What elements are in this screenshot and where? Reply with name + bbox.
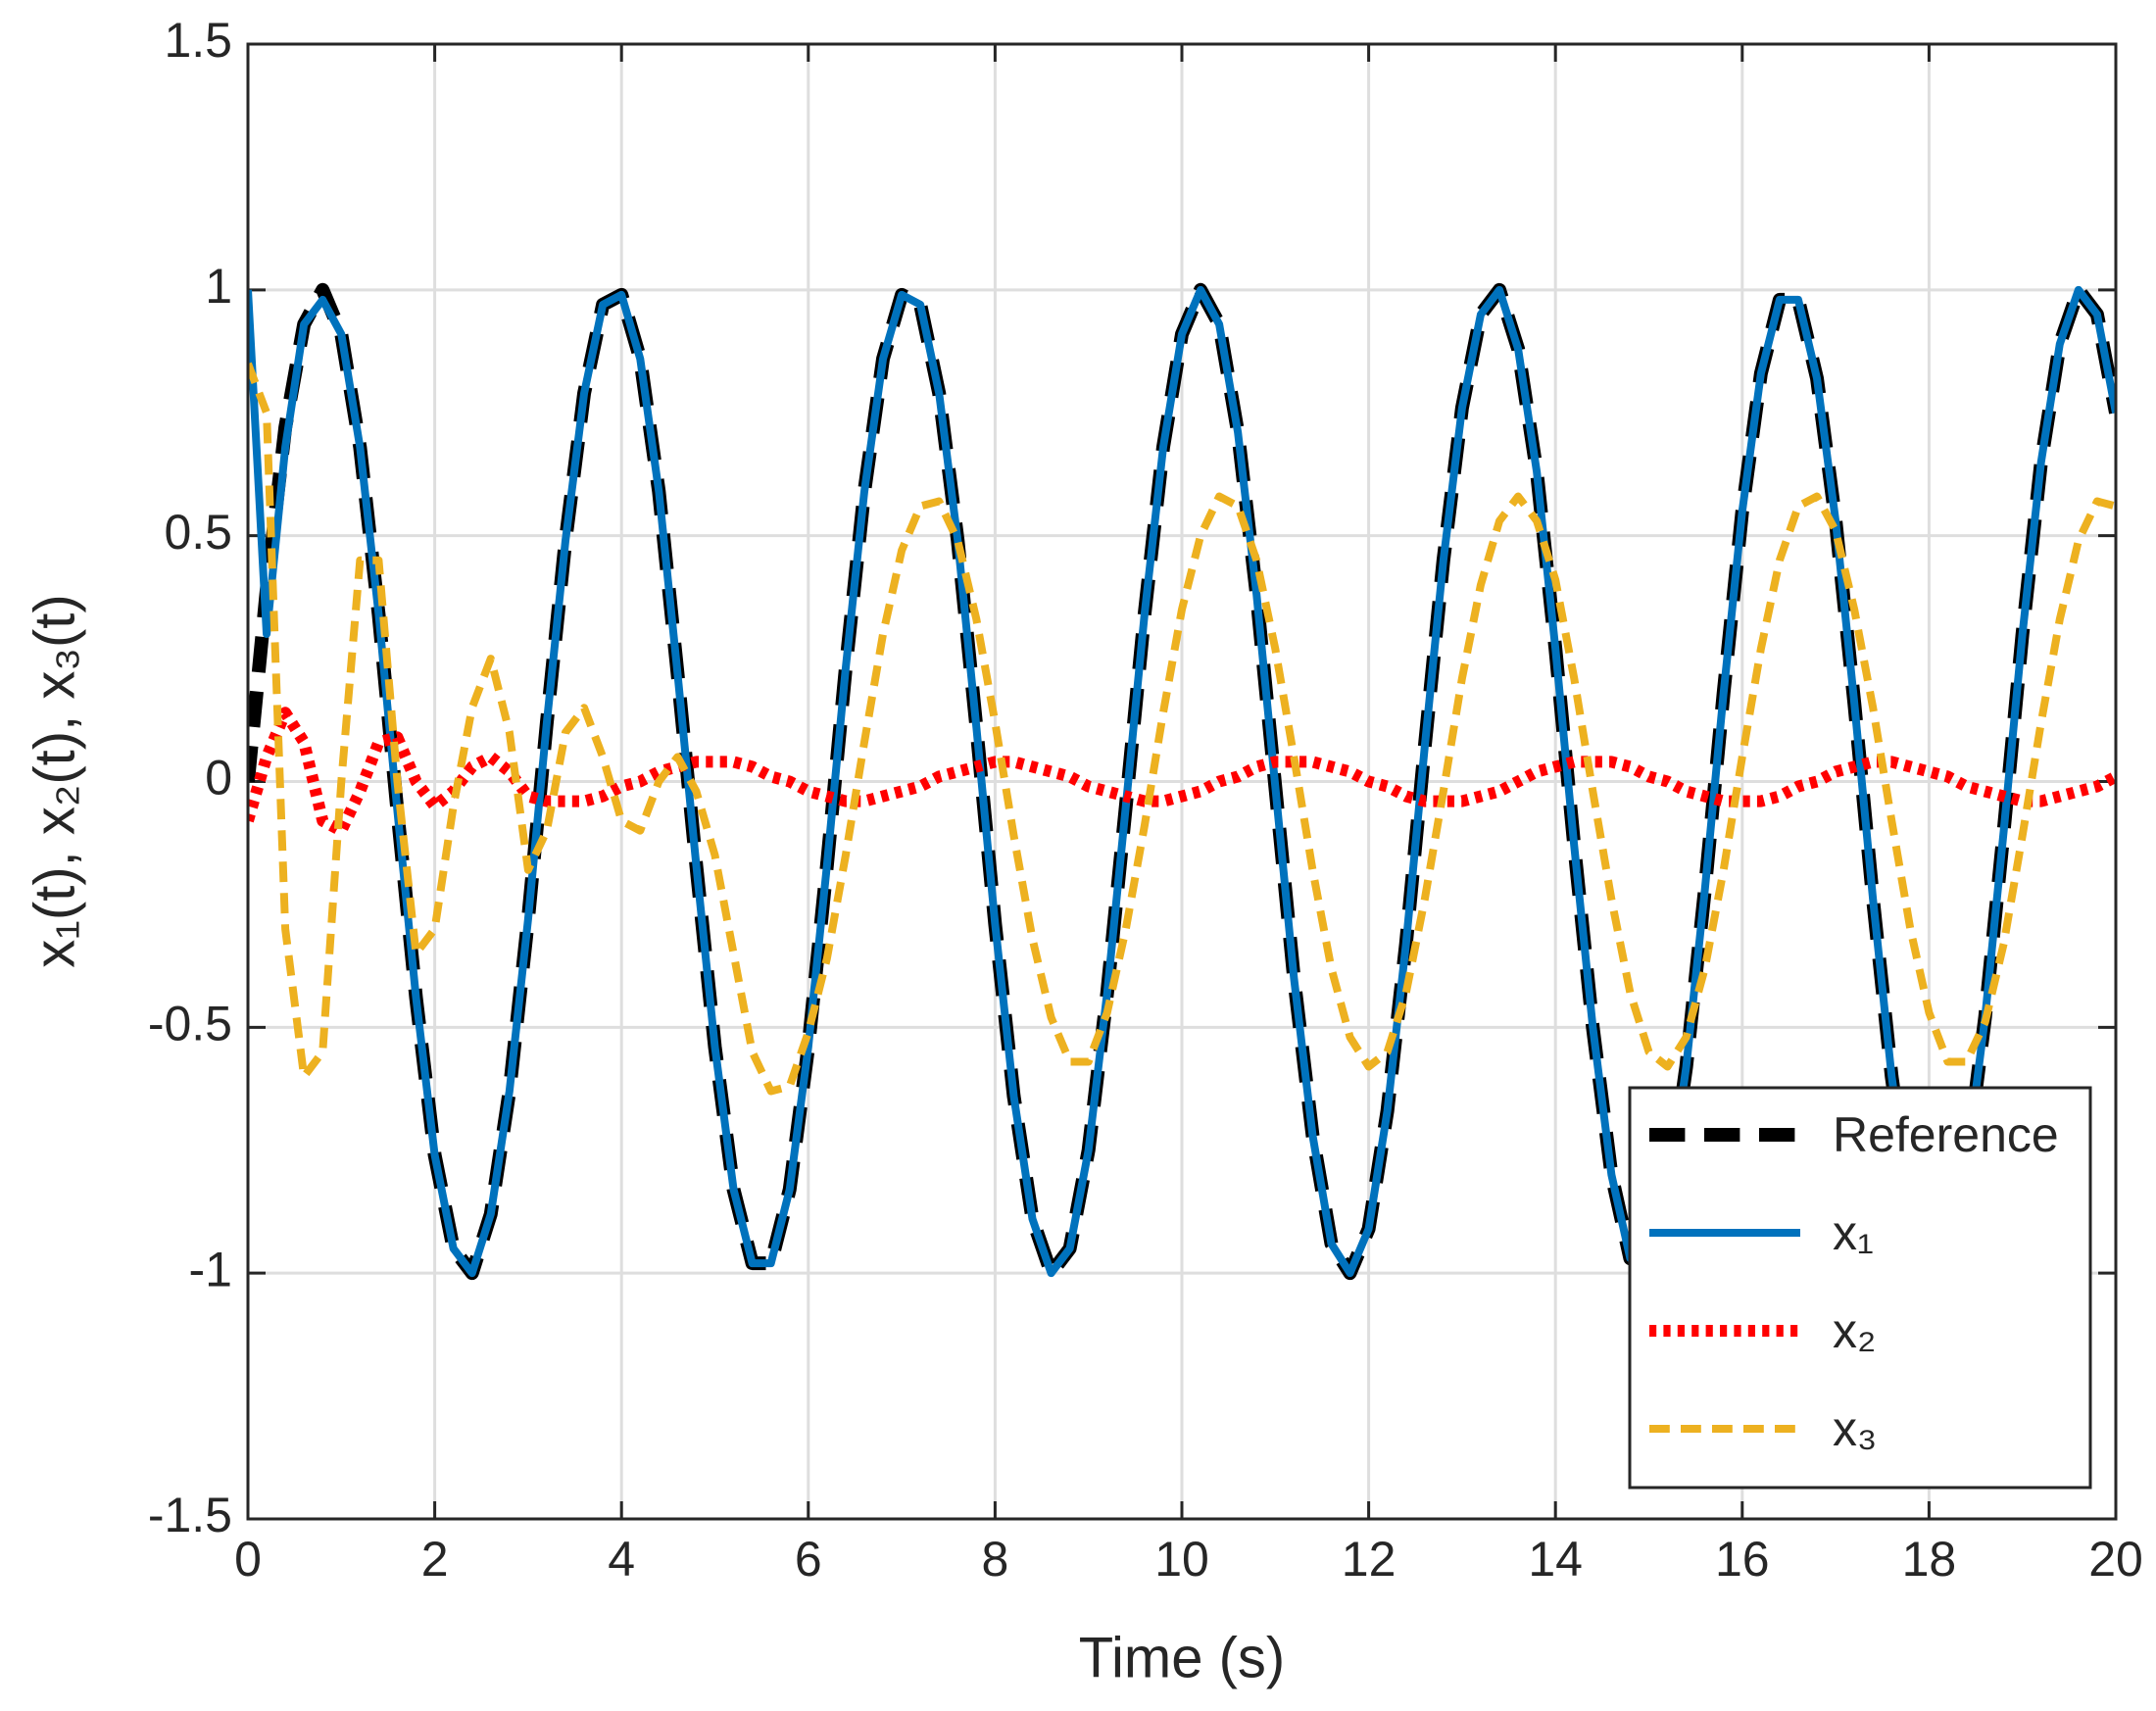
y-tick-label: 0.5 (164, 505, 232, 560)
x-tick-label: 8 (981, 1532, 1008, 1587)
x-tick-label: 20 (2088, 1532, 2143, 1587)
x-tick-label: 6 (795, 1532, 822, 1587)
legend-label: Reference (1833, 1107, 2059, 1162)
x-tick-label: 0 (234, 1532, 262, 1587)
y-tick-label: 0 (205, 751, 232, 806)
x-tick-label: 18 (1902, 1532, 1957, 1587)
series-line (248, 707, 2116, 837)
x-tick-label: 12 (1342, 1532, 1396, 1587)
x-tick-label: 4 (608, 1532, 635, 1587)
x-tick-label: 14 (1528, 1532, 1583, 1587)
series-line (248, 362, 2116, 1096)
x-tick-label: 2 (421, 1532, 449, 1587)
y-axis-label: x₁(t), x₂(t), x₃(t) (23, 594, 86, 967)
legend-label: x₃ (1833, 1401, 1877, 1456)
axes-box (246, 42, 2118, 1521)
legend-label: x₁ (1833, 1205, 1874, 1260)
legend-box (1628, 1086, 2092, 1490)
y-tick-label: -1.5 (148, 1488, 232, 1542)
x-tick-label: 16 (1715, 1532, 1770, 1587)
y-tick-label: -0.5 (148, 997, 232, 1051)
y-tick-label: 1.5 (164, 13, 232, 68)
y-tick-label: -1 (189, 1242, 232, 1296)
x-tick-label: 10 (1154, 1532, 1209, 1587)
legend-label: x₂ (1833, 1303, 1876, 1358)
y-tick-label: 1 (205, 259, 232, 314)
x-axis-label: Time (s) (1079, 1626, 1285, 1689)
series-line (248, 285, 2116, 1278)
